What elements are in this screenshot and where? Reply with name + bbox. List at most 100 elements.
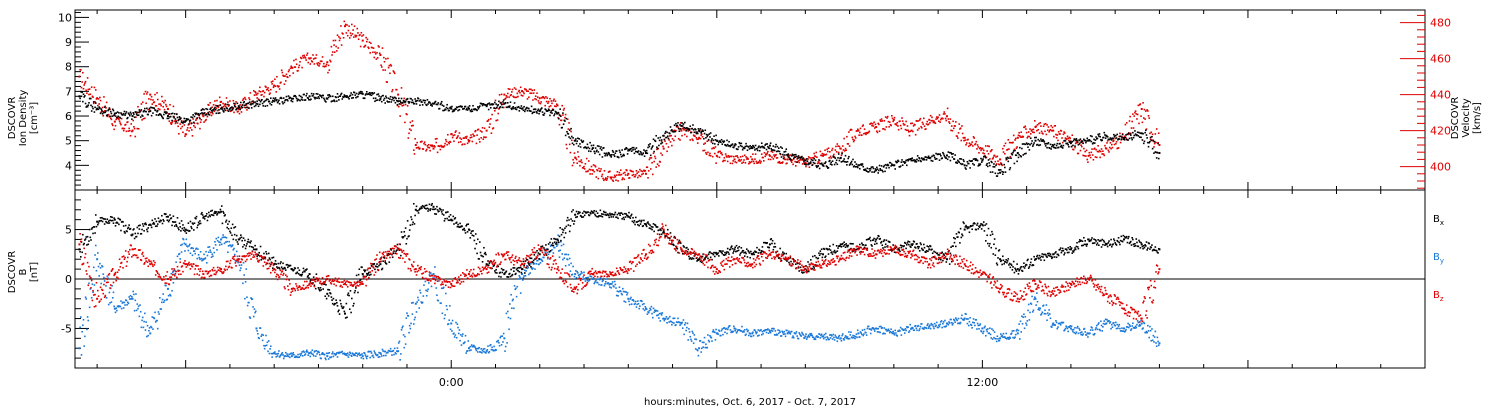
- data-point: [305, 59, 307, 61]
- data-point: [945, 118, 947, 120]
- data-point: [696, 137, 698, 139]
- data-point: [589, 279, 591, 281]
- data-point: [886, 126, 888, 128]
- data-point: [523, 93, 525, 95]
- data-point: [563, 244, 565, 246]
- data-point: [255, 327, 257, 329]
- data-point: [397, 347, 399, 349]
- data-point: [431, 286, 433, 288]
- data-point: [464, 143, 466, 145]
- data-point: [634, 176, 636, 178]
- data-point: [689, 129, 691, 131]
- data-point: [638, 303, 640, 305]
- data-point: [852, 164, 854, 166]
- data-point: [926, 159, 928, 161]
- data-point: [213, 247, 215, 249]
- data-point: [80, 316, 82, 318]
- data-point: [486, 130, 488, 132]
- data-point: [626, 170, 628, 172]
- data-point: [252, 100, 254, 102]
- data-point: [91, 86, 93, 88]
- data-point: [824, 154, 826, 156]
- data-point: [372, 93, 374, 95]
- data-point: [559, 108, 561, 110]
- data-point: [1040, 125, 1042, 127]
- data-point: [798, 155, 800, 157]
- data-point: [830, 163, 832, 165]
- data-point: [948, 118, 950, 120]
- data-point: [824, 149, 826, 151]
- data-point: [647, 147, 649, 149]
- data-point: [1071, 146, 1073, 148]
- data-point: [226, 237, 228, 239]
- data-point: [1148, 330, 1150, 332]
- data-point: [579, 165, 581, 167]
- data-point: [455, 130, 457, 132]
- data-point: [865, 134, 867, 136]
- data-point: [693, 342, 695, 344]
- data-point: [779, 330, 781, 332]
- data-point: [859, 132, 861, 134]
- data-point: [391, 99, 393, 101]
- data-point: [445, 109, 447, 111]
- data-point: [228, 245, 230, 247]
- data-point: [1100, 320, 1102, 322]
- data-point: [862, 329, 864, 331]
- data-point: [1062, 142, 1064, 144]
- data-point: [680, 122, 682, 124]
- data-point: [761, 153, 763, 155]
- data-point: [99, 263, 101, 265]
- data-point: [478, 108, 480, 110]
- data-point: [470, 134, 472, 136]
- data-point: [1060, 324, 1062, 326]
- data-point: [97, 105, 99, 107]
- data-point: [344, 25, 346, 27]
- data-point: [967, 161, 969, 163]
- data-point: [668, 139, 670, 141]
- data-point: [162, 100, 164, 102]
- data-point: [576, 159, 578, 161]
- data-point: [395, 98, 397, 100]
- data-point: [880, 326, 882, 328]
- data-point: [1053, 136, 1055, 138]
- data-point: [459, 340, 461, 342]
- data-point: [481, 103, 483, 105]
- data-point: [610, 287, 612, 289]
- data-point: [472, 105, 474, 107]
- data-point: [928, 123, 930, 125]
- data-point: [500, 336, 502, 338]
- data-point: [1110, 142, 1112, 144]
- data-point: [536, 112, 538, 114]
- data-point: [631, 303, 633, 305]
- data-point: [262, 90, 264, 92]
- data-point: [952, 153, 954, 155]
- data-point: [948, 151, 950, 153]
- data-point: [141, 119, 143, 121]
- data-point: [120, 300, 122, 302]
- data-point: [920, 118, 922, 120]
- data-point: [104, 106, 106, 108]
- data-point: [924, 125, 926, 127]
- data-point: [521, 278, 523, 280]
- data-point: [925, 156, 927, 158]
- data-point: [1059, 133, 1061, 135]
- data-point: [621, 149, 623, 151]
- data-point: [269, 353, 271, 355]
- data-point: [932, 160, 934, 162]
- data-point: [626, 294, 628, 296]
- data-point: [314, 350, 316, 352]
- data-point: [571, 140, 573, 142]
- data-point: [482, 350, 484, 352]
- data-point: [315, 355, 317, 357]
- data-point: [452, 137, 454, 139]
- data-point: [339, 95, 341, 97]
- data-point: [409, 325, 411, 327]
- data-point: [813, 158, 815, 160]
- data-point: [702, 346, 704, 348]
- data-point: [977, 165, 979, 167]
- data-point: [259, 87, 261, 89]
- data-point: [926, 123, 928, 125]
- data-point: [346, 355, 348, 357]
- data-point: [997, 156, 999, 158]
- data-point: [1049, 313, 1051, 315]
